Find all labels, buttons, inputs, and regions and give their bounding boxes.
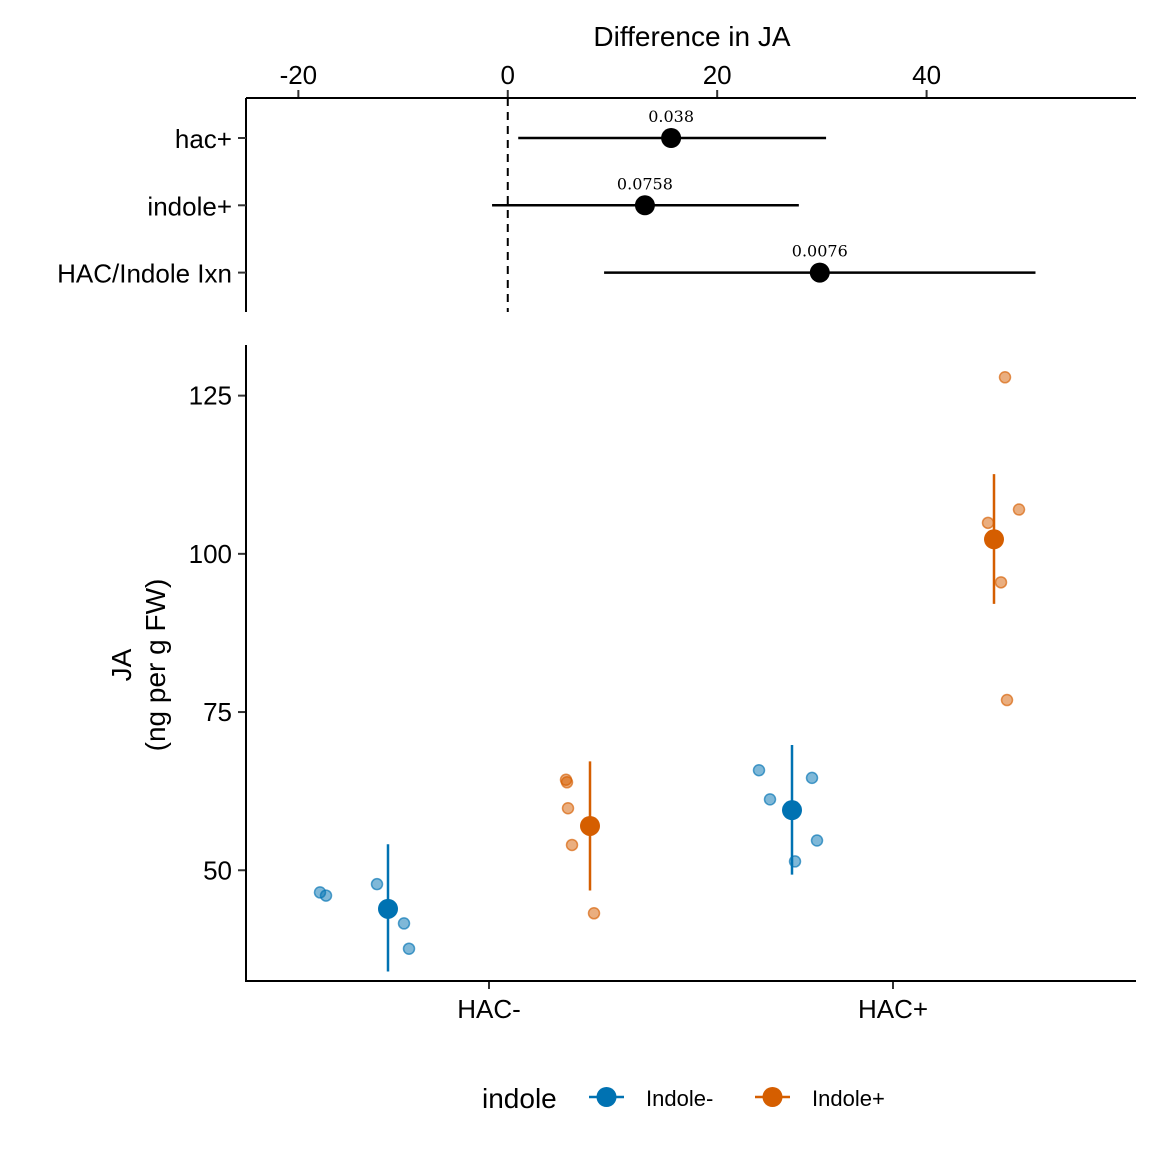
dot-marks bbox=[313, 371, 1026, 972]
y-axis-title-line-1: JA bbox=[106, 648, 137, 681]
raw-data-point bbox=[810, 834, 824, 847]
legend-label: Indole+ bbox=[812, 1086, 885, 1111]
forest-x-tick-label: 0 bbox=[501, 60, 515, 90]
raw-data-point bbox=[981, 516, 995, 530]
raw-data-point bbox=[587, 907, 601, 920]
raw-data-point bbox=[1012, 503, 1026, 516]
forest-x-ticks: -20 0 20 40 bbox=[280, 60, 941, 98]
forest-estimate-point bbox=[661, 128, 682, 148]
mean-point bbox=[378, 898, 398, 919]
forest-term-label: HAC/Indole Ixn bbox=[57, 259, 232, 289]
legend-title: indole bbox=[482, 1083, 557, 1114]
dot-x-tick-label: HAC+ bbox=[858, 994, 928, 1024]
forest-x-tick-label: -20 bbox=[280, 60, 318, 90]
raw-data-point bbox=[1000, 693, 1014, 707]
raw-data-point bbox=[752, 764, 766, 777]
dot-panel: JA (ng per g FW) 50 75 100 125 HAC- HAC+ bbox=[106, 345, 1136, 1024]
legend-key-point bbox=[596, 1087, 617, 1107]
raw-data-point bbox=[402, 942, 416, 955]
raw-data-point bbox=[397, 917, 411, 930]
forest-terms: hac+ 0.038 indole+ 0.0758 HAC/Indole Ixn 0.00… bbox=[57, 98, 1036, 312]
dot-y-ticks: 50 75 100 125 bbox=[189, 381, 246, 885]
dot-y-tick-label: 100 bbox=[189, 539, 232, 569]
mean-point bbox=[782, 800, 802, 821]
forest-x-tick-label: 40 bbox=[912, 60, 941, 90]
dot-y-tick-label: 50 bbox=[203, 855, 232, 885]
dot-x-tick-label: HAC- bbox=[457, 994, 521, 1024]
forest-p-value-label: 0.038 bbox=[648, 107, 694, 126]
mean-point bbox=[984, 529, 1004, 550]
forest-panel: Difference in JA -20 0 20 40 hac+ 0.038 indol… bbox=[57, 21, 1136, 312]
forest-term-label: indole+ bbox=[147, 191, 232, 221]
raw-data-point bbox=[319, 889, 333, 902]
raw-data-point bbox=[763, 793, 777, 806]
forest-p-value-label: 0.0758 bbox=[617, 174, 673, 193]
forest-p-value-label: 0.0076 bbox=[792, 242, 848, 261]
raw-data-point bbox=[370, 877, 384, 891]
dot-y-tick-label: 75 bbox=[203, 697, 232, 727]
y-axis-title-line-2: (ng per g FW) bbox=[140, 579, 171, 752]
forest-x-tick-label: 20 bbox=[703, 60, 732, 90]
raw-data-point bbox=[805, 771, 819, 785]
raw-data-point bbox=[565, 838, 579, 852]
mean-point bbox=[580, 815, 600, 836]
dot-y-tick-label: 125 bbox=[189, 381, 232, 411]
y-axis-title-group: JA (ng per g FW) bbox=[106, 579, 171, 752]
raw-data-point bbox=[994, 576, 1008, 589]
raw-data-point bbox=[998, 371, 1012, 384]
forest-x-axis-title: Difference in JA bbox=[593, 21, 790, 52]
raw-data-point bbox=[561, 801, 575, 815]
dot-x-ticks: HAC- HAC+ bbox=[457, 981, 928, 1024]
forest-estimate-point bbox=[634, 195, 655, 216]
forest-term-label: hac+ bbox=[175, 124, 232, 154]
forest-estimate-point bbox=[809, 262, 830, 283]
raw-data-point bbox=[559, 773, 573, 787]
legend: indole Indole- Indole+ bbox=[482, 1083, 885, 1114]
legend-label: Indole- bbox=[646, 1086, 713, 1111]
legend-key-point bbox=[762, 1087, 783, 1107]
